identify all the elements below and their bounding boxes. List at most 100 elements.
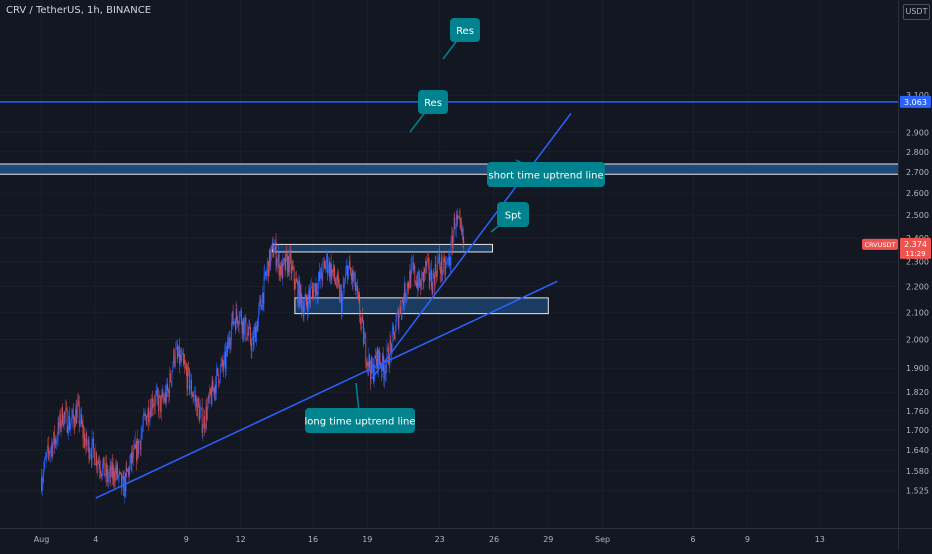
candle-body xyxy=(163,398,165,400)
candle-body xyxy=(204,415,205,429)
candle-body xyxy=(48,450,50,454)
candle-body xyxy=(154,403,155,406)
callout-bubble xyxy=(305,408,415,433)
candle-body xyxy=(107,469,109,482)
candle-body xyxy=(169,373,171,397)
candle-body xyxy=(54,439,56,445)
candle-body xyxy=(366,362,367,367)
candle-body xyxy=(203,415,204,430)
candle-body xyxy=(338,279,339,284)
candle-body xyxy=(139,441,141,450)
candle-body xyxy=(363,321,364,344)
candle-body xyxy=(253,331,255,346)
callout-1[interactable]: Res xyxy=(409,90,448,133)
candle-body xyxy=(130,453,131,464)
price-tick-label: 1.700 xyxy=(906,426,929,435)
candle-body xyxy=(412,262,413,264)
candle-body xyxy=(161,392,163,396)
candle-body xyxy=(437,260,438,277)
candle-body xyxy=(403,301,404,306)
candle-body xyxy=(152,404,154,409)
callout-bubble xyxy=(418,90,448,114)
candle-body xyxy=(93,448,95,465)
candle-body xyxy=(201,407,203,433)
chart-symbol-title[interactable]: CRV / TetherUS, 1h, BINANCE xyxy=(6,5,152,16)
candle-body xyxy=(215,385,217,394)
resistance-zone[interactable] xyxy=(0,163,900,175)
candle-body xyxy=(299,285,301,307)
candle-body xyxy=(258,307,260,318)
price-tick-label: 2.800 xyxy=(906,148,929,157)
candle-body xyxy=(322,262,324,281)
candle-body xyxy=(102,457,104,465)
candle-body xyxy=(259,298,261,302)
candle-body xyxy=(131,452,133,465)
candle-body xyxy=(149,408,151,420)
callout-0[interactable]: Res xyxy=(442,18,480,60)
candle-body xyxy=(297,282,299,303)
candle-body xyxy=(112,462,113,478)
candle-body xyxy=(243,318,244,335)
candle-body xyxy=(53,431,54,444)
candle-body xyxy=(56,440,58,442)
candle-body xyxy=(80,414,82,424)
candle-body xyxy=(304,300,306,311)
candle-body xyxy=(354,272,356,290)
price-axis[interactable]: 3.1002.9002.8002.7002.6002.5002.4002.300… xyxy=(906,91,929,495)
uptrend-line[interactable] xyxy=(371,113,572,379)
callout-4[interactable]: long time uptrend line xyxy=(304,382,416,433)
candle-body xyxy=(81,424,83,425)
candle-body xyxy=(92,438,94,440)
candle-body xyxy=(355,289,357,291)
candle-body xyxy=(86,432,88,447)
candle-body xyxy=(63,424,64,426)
candle-body xyxy=(99,469,101,473)
callout-2[interactable]: short time uptrend line xyxy=(487,159,605,187)
candle-body xyxy=(257,317,259,331)
candle-body xyxy=(226,342,228,353)
candle-body xyxy=(300,285,302,296)
candle-body xyxy=(397,310,399,328)
candle-body xyxy=(145,416,147,425)
candle-body xyxy=(157,389,158,397)
candle-body xyxy=(433,273,435,276)
candle-body xyxy=(260,298,262,307)
callout-bubble xyxy=(450,18,480,42)
candle-body xyxy=(176,347,177,350)
candle-body xyxy=(319,272,321,280)
support-box[interactable] xyxy=(294,297,549,315)
candle-body xyxy=(361,316,363,321)
price-tick-label: 2.100 xyxy=(906,308,929,317)
uptrend-line[interactable] xyxy=(95,280,558,499)
candle-body xyxy=(268,260,269,277)
callout-text: long time uptrend line xyxy=(304,417,415,428)
candle-body xyxy=(256,325,257,343)
candle-body xyxy=(156,389,158,393)
candle-body xyxy=(388,364,390,365)
candle-body xyxy=(431,269,432,287)
candle-body xyxy=(406,283,408,294)
time-tick-label: 9 xyxy=(184,535,189,544)
candle-body xyxy=(119,471,121,473)
candle-body xyxy=(385,371,386,374)
candle-body xyxy=(78,402,80,424)
candle-body xyxy=(241,311,242,324)
callout-3[interactable]: Spt xyxy=(490,202,529,233)
candle-body xyxy=(118,471,120,476)
candle-body xyxy=(244,321,245,335)
candle-body xyxy=(77,401,79,408)
currency-label[interactable]: USDT xyxy=(903,4,930,20)
candle-body xyxy=(385,363,387,374)
candle-body xyxy=(329,261,330,277)
candle-body xyxy=(99,463,100,470)
time-axis[interactable]: Aug 4 9 12 16 19 23 26 29 Sep 6 9 13 xyxy=(34,535,825,544)
candle-body xyxy=(289,253,290,273)
candle-body xyxy=(55,439,57,444)
candle-body xyxy=(200,408,201,411)
candle-body xyxy=(452,235,453,249)
support-box[interactable] xyxy=(271,243,493,253)
candle-body xyxy=(423,268,425,282)
candle-body xyxy=(148,407,149,423)
